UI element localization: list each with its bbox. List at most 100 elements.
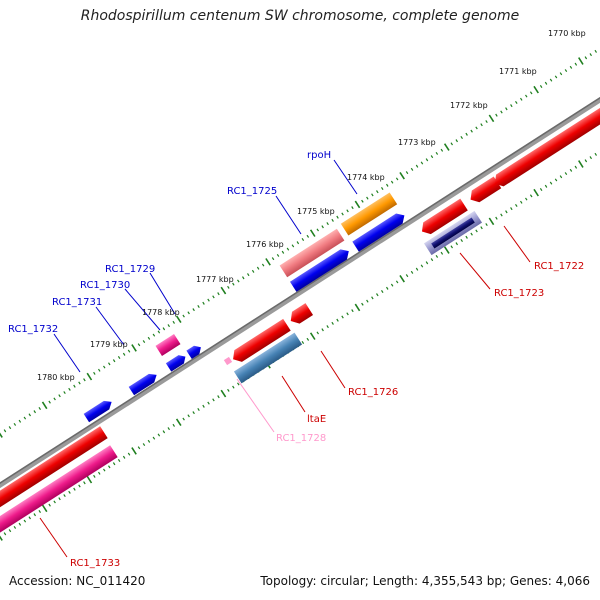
minor-tick [440, 148, 444, 152]
major-tick [354, 303, 361, 312]
label-RC1_1728[interactable]: RC1_1728 [276, 433, 326, 444]
gene-ltaE-feature[interactable] [233, 332, 303, 384]
gene-RC1_1725-arrow[interactable] [289, 246, 352, 292]
minor-tick [351, 309, 354, 313]
minor-tick [495, 216, 498, 220]
gene-RC1_1733-arrow[interactable] [0, 426, 108, 513]
minor-tick [157, 433, 161, 437]
minor-tick [28, 413, 32, 417]
minor-tick [524, 197, 528, 201]
gene-RC1_1722a-arrow[interactable] [418, 198, 468, 238]
minor-tick [564, 69, 568, 73]
minor-tick [519, 97, 523, 101]
minor-tick [430, 258, 434, 262]
label-rpoH[interactable]: rpoH [307, 150, 331, 161]
minor-tick [58, 394, 61, 398]
label-ltaE[interactable]: ltaE [307, 414, 326, 425]
minor-tick [420, 161, 424, 165]
minor-tick [256, 266, 260, 270]
minor-tick [336, 215, 339, 219]
minor-tick [142, 340, 146, 344]
minor-tick [430, 155, 434, 159]
gene-RC1_1726-arrow[interactable] [229, 318, 291, 365]
minor-tick [475, 229, 478, 233]
minor-tick [385, 183, 389, 187]
label-RC1_1725[interactable]: RC1_1725 [227, 186, 277, 197]
gene-RC1_1723-feature[interactable] [423, 210, 483, 256]
minor-tick [470, 232, 473, 236]
minor-tick [107, 362, 111, 366]
gene-RC1_1732-arrow[interactable] [83, 398, 115, 423]
minor-tick [217, 395, 220, 399]
minor-tick [48, 400, 51, 404]
gene-RC1_1729-arrow[interactable] [186, 343, 203, 359]
gene-RC1_1731-arrow[interactable] [128, 371, 160, 396]
minor-tick [63, 494, 66, 498]
minor-tick [485, 223, 488, 227]
minor-tick [554, 178, 558, 182]
minor-tick [63, 391, 66, 395]
minor-tick [544, 184, 548, 188]
gene-RC1_1725-feature[interactable] [279, 228, 345, 278]
minor-tick [112, 462, 116, 466]
minor-tick [261, 263, 265, 267]
gene-rpoH-feature[interactable] [340, 192, 398, 236]
minor-tick [321, 225, 324, 229]
gene-RC1_1728-feature[interactable] [223, 356, 233, 366]
gene-RC1_1722b-arrow[interactable] [467, 176, 502, 205]
label-RC1_1726[interactable]: RC1_1726 [348, 387, 398, 398]
major-tick [131, 447, 137, 455]
major-tick [175, 418, 182, 427]
minor-tick [415, 164, 419, 168]
label-RC1_1730[interactable]: RC1_1730 [80, 280, 130, 291]
minor-tick [321, 328, 324, 332]
gene-RC1_1726b-arrow[interactable] [287, 303, 314, 327]
minor-tick [93, 371, 96, 375]
major-tick [399, 171, 405, 180]
minor-tick [73, 384, 76, 388]
label-RC1_1731[interactable]: RC1_1731 [52, 297, 102, 308]
minor-tick [326, 222, 329, 226]
minor-tick [316, 228, 320, 232]
major-tick [533, 85, 539, 94]
tick-label-1771: 1771 kbp [499, 67, 537, 76]
label-RC1_1729[interactable]: RC1_1729 [105, 264, 155, 275]
gene-RC1_1730-arrow[interactable] [165, 352, 188, 372]
minor-tick [112, 359, 116, 363]
gene-RC1_1729-feature[interactable] [155, 334, 181, 356]
gene-RC1_1733-feature[interactable] [0, 445, 118, 533]
tick-label-1773: 1773 kbp [398, 138, 436, 147]
minor-tick [331, 321, 334, 325]
label-RC1_1723[interactable]: RC1_1723 [494, 288, 544, 299]
minor-tick [97, 368, 101, 372]
gene-rpoH-arrow[interactable] [352, 210, 407, 252]
minor-tick [13, 525, 17, 529]
minor-tick [539, 84, 543, 89]
minor-tick [455, 242, 459, 246]
label-RC1_1722[interactable]: RC1_1722 [534, 261, 584, 272]
major-tick [220, 389, 227, 398]
genome-summary-text: Topology: circular; Length: 4,355,543 bp… [260, 574, 590, 588]
minor-tick [102, 468, 106, 472]
minor-tick [410, 167, 414, 171]
tick-label-1770: 1770 kbp [548, 29, 586, 38]
minor-tick [13, 422, 17, 426]
minor-tick [316, 331, 320, 335]
major-tick [354, 200, 361, 209]
gene-RC1_1722c-arrow[interactable] [491, 104, 600, 189]
minor-tick [405, 171, 409, 175]
minor-tick [122, 352, 126, 356]
minor-tick [127, 452, 131, 456]
major-tick [131, 344, 137, 352]
minor-tick [232, 385, 235, 389]
minor-tick [207, 401, 210, 405]
minor-tick [480, 123, 483, 127]
label-RC1_1733[interactable]: RC1_1733 [70, 558, 120, 569]
minor-tick [107, 465, 111, 469]
label-RC1_1732[interactable]: RC1_1732 [8, 324, 58, 335]
minor-tick [192, 411, 195, 415]
major-tick [220, 286, 227, 295]
minor-tick [142, 443, 146, 447]
minor-tick [28, 516, 32, 520]
minor-tick [227, 388, 230, 392]
